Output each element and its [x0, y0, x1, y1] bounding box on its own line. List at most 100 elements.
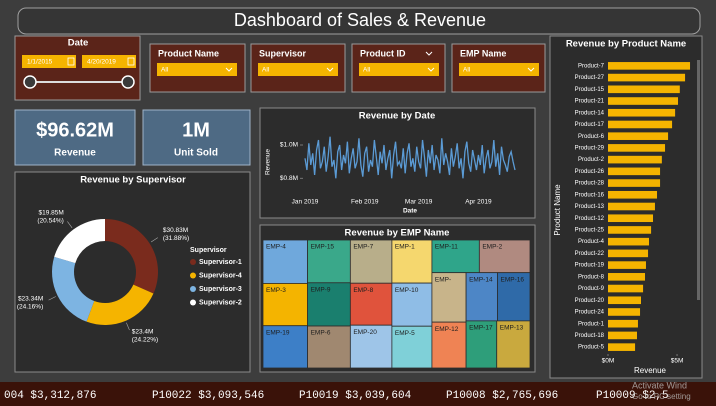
y-tick-label: Product-26 — [575, 169, 605, 175]
donut-slice — [86, 284, 154, 326]
watermark: Activate Wind — [632, 380, 687, 390]
bar — [608, 108, 676, 117]
chevron — [427, 67, 435, 72]
treemap-tile — [465, 320, 498, 369]
kpi-card — [142, 109, 251, 166]
date-start-box[interactable] — [22, 55, 76, 68]
slicer-label: Product ID — [360, 48, 406, 58]
slicer-label: EMP Name — [460, 48, 506, 58]
dropdown[interactable] — [359, 63, 439, 76]
kpi-label: Unit Sold — [174, 148, 218, 159]
y-tick-label: Product-24 — [575, 310, 605, 316]
bar — [608, 202, 655, 211]
bar — [608, 284, 644, 293]
tile-label: EMP-2 — [482, 244, 502, 251]
tile-label: EMP-3 — [266, 287, 286, 294]
calendar-icon — [67, 57, 75, 66]
x-tick-label: $5M — [671, 358, 684, 365]
date-end-box[interactable] — [82, 55, 136, 68]
legend-label: Supervisor-4 — [199, 272, 242, 279]
treemap-tile — [478, 239, 531, 274]
bar — [608, 144, 666, 152]
y-tick-label: Product-21 — [575, 99, 605, 105]
y-tick-label: Product-8 — [578, 274, 605, 280]
y-tick-label: Product-4 — [578, 239, 605, 245]
tile-label: EMP-14 — [469, 276, 493, 283]
y-tick-label: Product-27 — [575, 75, 605, 81]
donut-slice — [51, 256, 95, 322]
bar — [608, 331, 637, 340]
dropdown-value: All — [463, 67, 471, 74]
line — [304, 136, 516, 179]
bar — [608, 85, 680, 94]
y-tick-label: Product-20 — [575, 298, 605, 304]
bar — [608, 167, 661, 176]
treemap-tile — [391, 325, 433, 369]
ticker-item: P10008 $2,765,696 — [446, 390, 558, 402]
ticker-id: P10019 — [299, 390, 339, 402]
legend-label: Supervisor-1 — [199, 259, 242, 266]
bar — [608, 308, 641, 316]
tile-label: EMP-19 — [266, 329, 290, 336]
leader-line — [67, 221, 73, 229]
slicer: Product Name All — [149, 43, 246, 93]
slicer: Product ID All — [351, 43, 446, 93]
legend-swatch — [190, 299, 196, 306]
ticker-item: P10019 $3,039,604 — [299, 390, 412, 402]
tile-label: EMP-16 — [500, 276, 524, 283]
ticker-item: P10022 $3,093,546 — [152, 390, 264, 402]
x-tick-label: Apr 2019 — [465, 199, 492, 206]
y-tick-label: $0.8M — [280, 175, 298, 182]
title-bar — [17, 7, 701, 35]
dashboard-title: Dashboard of Sales & Revenue — [234, 10, 486, 30]
calendar-icon — [127, 57, 135, 66]
y-tick-label: Product-12 — [575, 216, 605, 222]
bar — [608, 273, 646, 281]
x-tick-label: Mar 2019 — [405, 199, 433, 206]
slider-handle[interactable] — [121, 75, 135, 89]
bar — [608, 226, 652, 234]
tile-label: EMP-11 — [435, 244, 458, 251]
y-tick-label: Product-22 — [575, 251, 605, 257]
chevron — [225, 67, 233, 72]
ticker-id: P10022 — [152, 390, 192, 402]
dropdown[interactable] — [459, 63, 539, 76]
dropdown[interactable] — [258, 63, 338, 76]
bar — [608, 73, 686, 82]
bar — [608, 237, 650, 246]
legend-swatch — [190, 286, 196, 292]
dropdown[interactable] — [157, 63, 237, 76]
y-tick-label: Product-14 — [575, 110, 605, 116]
leader-line — [48, 296, 56, 301]
dropdown-value: All — [363, 67, 371, 74]
data-label: (24.22%) — [132, 336, 158, 343]
slider-handle[interactable] — [23, 75, 37, 89]
tile-label: EMP-9 — [311, 287, 331, 294]
donut-slice — [54, 219, 105, 264]
slicer: EMP Name All — [451, 43, 546, 93]
legend-label: Supervisor-2 — [199, 299, 242, 306]
tile-label: EMP-12 — [435, 326, 459, 333]
y-tick-label: Product-17 — [575, 122, 605, 128]
kpi-card — [14, 109, 136, 166]
ticker-id: 004 — [4, 390, 24, 402]
legend-label: Supervisor-3 — [199, 286, 242, 293]
chevron[interactable] — [425, 51, 433, 56]
y-tick-label: Product-18 — [575, 333, 605, 339]
data-label: $23.4M — [132, 328, 154, 335]
tile-label: EMP-6 — [311, 330, 331, 337]
ticker-item: P10009 $2,5 — [596, 390, 669, 402]
y-tick-label: Product-5 — [578, 345, 605, 351]
y-tick-label: Product-1 — [578, 321, 605, 327]
chart-title: Revenue by Supervisor — [80, 175, 186, 186]
y-tick-label: Product-13 — [575, 204, 605, 210]
y-axis-title: Product Name — [553, 184, 562, 236]
treemap-tile — [307, 325, 351, 369]
data-label: $19.85M — [38, 209, 63, 216]
scrollbar[interactable] — [697, 60, 700, 300]
watermark: Go to PC setting — [632, 392, 691, 401]
dropdown-value: All — [161, 67, 169, 74]
ticker-amount: $3,312,876 — [30, 390, 96, 402]
tile-label: EMP-20 — [353, 329, 377, 336]
